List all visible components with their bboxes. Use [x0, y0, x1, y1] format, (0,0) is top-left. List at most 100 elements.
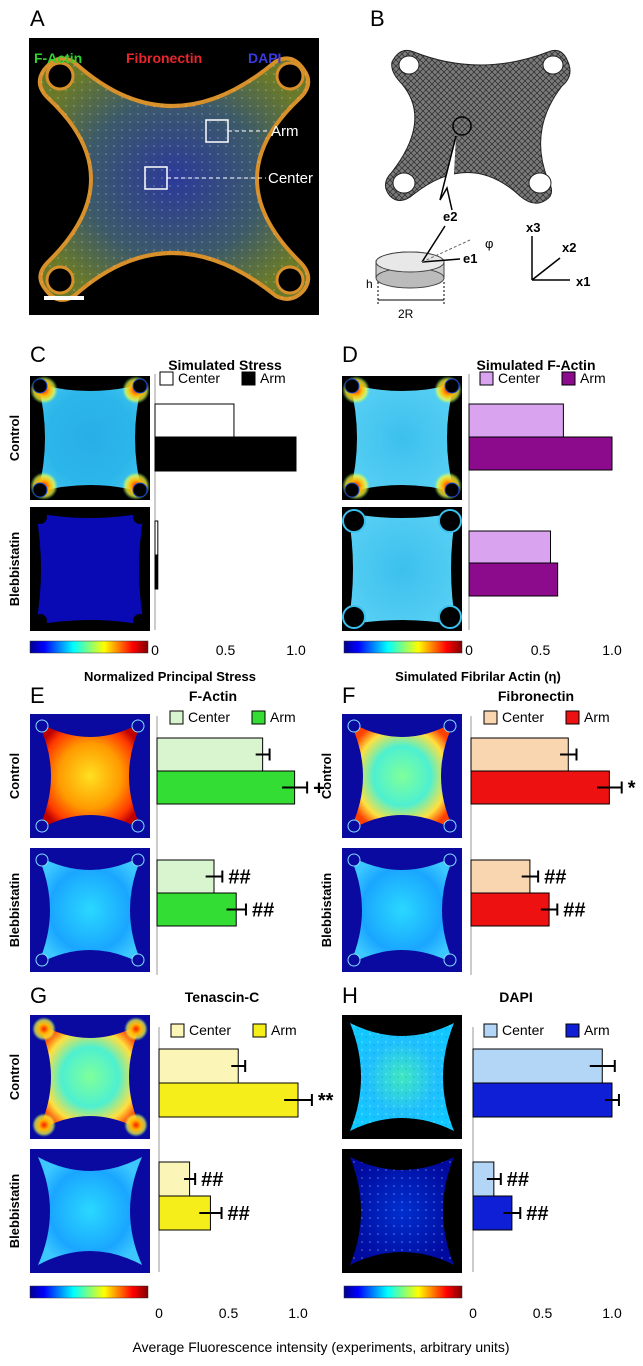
bar-center-control — [154, 403, 235, 439]
chart-h: DAPI Center Arm ## ## 0 0.5 1.0 — [469, 989, 622, 1321]
sim-image-c-blebbistatin — [30, 507, 150, 631]
legend-label-arm: Arm — [270, 709, 296, 725]
row-label-control: Control — [7, 415, 22, 461]
row-label-control: Control — [7, 1054, 22, 1100]
significance-marker: ## — [228, 1203, 250, 1225]
heatmap-h-blebbistatin — [342, 1149, 462, 1273]
axis-label-stress: Normalized Principal Stress — [84, 669, 256, 684]
bar-center-blebbistatin — [470, 859, 531, 894]
x-tick-label: 0.5 — [219, 1305, 239, 1321]
bar-center-blebbistatin — [154, 520, 159, 556]
colorbar-actin — [343, 640, 463, 654]
panel-letter-f: F — [342, 683, 355, 708]
chart-title: Tenascin-C — [185, 989, 259, 1005]
legend-swatch-center — [483, 1023, 498, 1038]
bar-center-blebbistatin — [156, 859, 215, 894]
legend-swatch-arm — [565, 710, 580, 725]
dim-h: h — [366, 277, 373, 291]
heatmap-g-blebbistatin — [30, 1149, 150, 1273]
x-tick-label: 0 — [465, 642, 473, 658]
axis-x2: x2 — [562, 240, 576, 255]
bar-arm-blebbistatin — [470, 892, 550, 927]
legend-label-arm: Arm — [260, 370, 286, 386]
significance-marker: ** — [318, 1090, 334, 1112]
colorbar-fluor-right — [343, 1285, 463, 1299]
x-tick-label: 0 — [151, 642, 159, 658]
significance-marker: ## — [544, 867, 566, 889]
legend-swatch-arm — [251, 710, 266, 725]
bar-center-control — [470, 737, 569, 772]
x-tick-label: 0.5 — [531, 642, 551, 658]
legend-label-center: Center — [502, 709, 544, 725]
sim-image-d-control — [342, 376, 462, 500]
row-label-blebbistatin: Blebbistatin — [7, 873, 22, 947]
significance-marker: ## — [563, 900, 585, 922]
legend-swatch-center — [170, 1023, 185, 1038]
heatmap-g-control — [30, 1015, 150, 1139]
chart-title: Simulated Stress — [168, 357, 282, 373]
panel-letter-d: D — [342, 342, 358, 367]
legend-label-center: Center — [502, 1022, 544, 1038]
vector-e1: e1 — [463, 251, 477, 266]
legend-label-center: Center — [189, 1022, 231, 1038]
panel-letter-b: B — [370, 6, 385, 31]
stain-label-factin: F-Actin — [34, 50, 82, 66]
x-tick-label: 1.0 — [602, 1305, 622, 1321]
sim-image-c-control — [30, 376, 150, 500]
legend-swatch-arm — [241, 371, 256, 386]
legend-label-center: Center — [188, 709, 230, 725]
legend-swatch-arm — [252, 1023, 267, 1038]
axis-x3: x3 — [526, 220, 540, 235]
significance-marker: ## — [507, 1169, 529, 1191]
bar-arm-control — [158, 1082, 299, 1118]
angle-phi: φ — [485, 236, 493, 251]
bar-arm-control — [468, 436, 613, 471]
x-tick-label: 1.0 — [286, 642, 306, 658]
heatmap-e-control — [30, 714, 150, 838]
bar-arm-blebbistatin — [154, 554, 159, 590]
row-label-control: Control — [319, 753, 334, 799]
panel-a-micrograph — [29, 38, 319, 315]
chart-f: Fibronectin Center Arm * ## ## — [470, 688, 636, 975]
row-label-blebbistatin: Blebbistatin — [7, 532, 22, 606]
chart-title: DAPI — [499, 989, 532, 1005]
bar-arm-blebbistatin — [156, 892, 237, 927]
chart-title: F-Actin — [189, 688, 237, 704]
x-tick-label: 0.5 — [533, 1305, 553, 1321]
colorbar-stress — [29, 640, 149, 654]
legend-label-arm: Arm — [271, 1022, 297, 1038]
bar-arm-control — [472, 1082, 613, 1118]
axis-x1: x1 — [576, 274, 590, 289]
bar-arm-blebbistatin — [468, 562, 559, 597]
panel-letter-e: E — [30, 683, 45, 708]
x-tick-label: 0 — [469, 1305, 477, 1321]
significance-marker: ## — [201, 1169, 223, 1191]
axis-label-actin: Simulated Fibrilar Actin (η) — [395, 669, 561, 684]
legend-label-arm: Arm — [584, 1022, 610, 1038]
bar-center-blebbistatin — [468, 530, 552, 565]
bar-center-control — [468, 403, 564, 438]
row-label-control: Control — [7, 753, 22, 799]
panel-letter-g: G — [30, 983, 47, 1008]
colorbar-fluor-left — [29, 1285, 149, 1299]
legend-swatch-center — [483, 710, 498, 725]
legend-swatch-center — [169, 710, 184, 725]
legend-label-arm: Arm — [580, 370, 606, 386]
panel-letter-h: H — [342, 983, 358, 1008]
legend-label-center: Center — [178, 370, 220, 386]
panel-letter-a: A — [30, 6, 45, 31]
panel-letter-c: C — [30, 342, 46, 367]
dim-2r: 2R — [398, 307, 414, 321]
significance-marker: ## — [228, 867, 250, 889]
significance-marker: + — [313, 778, 325, 800]
significance-marker: ## — [252, 900, 274, 922]
chart-title: Simulated F-Actin — [476, 357, 595, 373]
row-label-blebbistatin: Blebbistatin — [7, 1174, 22, 1248]
axis-label-bottom: Average Fluorescence intensity (experime… — [132, 1339, 509, 1355]
x-tick-label: 0.5 — [216, 642, 236, 658]
significance-marker: * — [628, 778, 636, 800]
callout-center: Center — [268, 170, 313, 187]
vector-e2: e2 — [443, 209, 457, 224]
